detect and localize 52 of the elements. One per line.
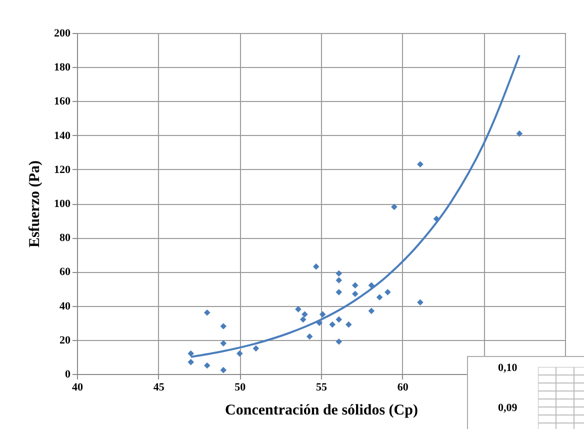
point [295,306,302,312]
y-tick-label: 140 [54,130,71,142]
point [352,282,358,288]
point [220,323,227,330]
x-tick-label: 60 [397,382,409,394]
point [384,289,391,296]
point [345,321,352,328]
point [352,290,358,298]
point [336,270,342,277]
point [376,294,383,300]
text: 0,09 [498,402,518,414]
point [252,345,260,352]
point [236,350,243,357]
point [336,338,342,345]
y-tick-label: 120 [54,164,71,176]
point [204,309,210,316]
y-tick-label: 40 [60,300,71,312]
x-tick-label: 45 [153,382,165,394]
x-tick-label: 50 [234,382,246,394]
y-tick-label: 0 [65,368,71,380]
point [516,130,523,137]
point [319,311,326,318]
point [417,299,424,306]
point [368,308,375,314]
x-axis-title: Concentración de sólidos (Cp) [225,402,418,418]
annotation: 0,10 [498,362,518,374]
y-axis-title: Esfuerzo (Pa) [27,160,43,248]
point [329,321,336,328]
point [312,263,320,270]
point [336,277,342,284]
point [336,289,342,296]
point [302,311,308,318]
point [188,358,194,366]
point [204,362,210,369]
point [300,316,306,323]
y-tick-label: 160 [54,96,71,108]
y-tick-label: 200 [54,28,71,40]
y-tick-label: 80 [60,232,71,244]
point [220,340,227,346]
x-tick-label: 40 [72,382,84,394]
point [220,366,227,374]
point [417,161,424,168]
y-tick-label: 100 [54,198,71,210]
point [188,350,194,357]
point [391,204,398,210]
y-tick-label: 180 [54,62,71,74]
y-tick-label: 20 [60,334,71,346]
point [336,316,342,323]
point [306,333,313,340]
y-tick-label: 60 [60,266,71,278]
point [368,282,375,288]
x-tick-label: 55 [316,382,328,394]
